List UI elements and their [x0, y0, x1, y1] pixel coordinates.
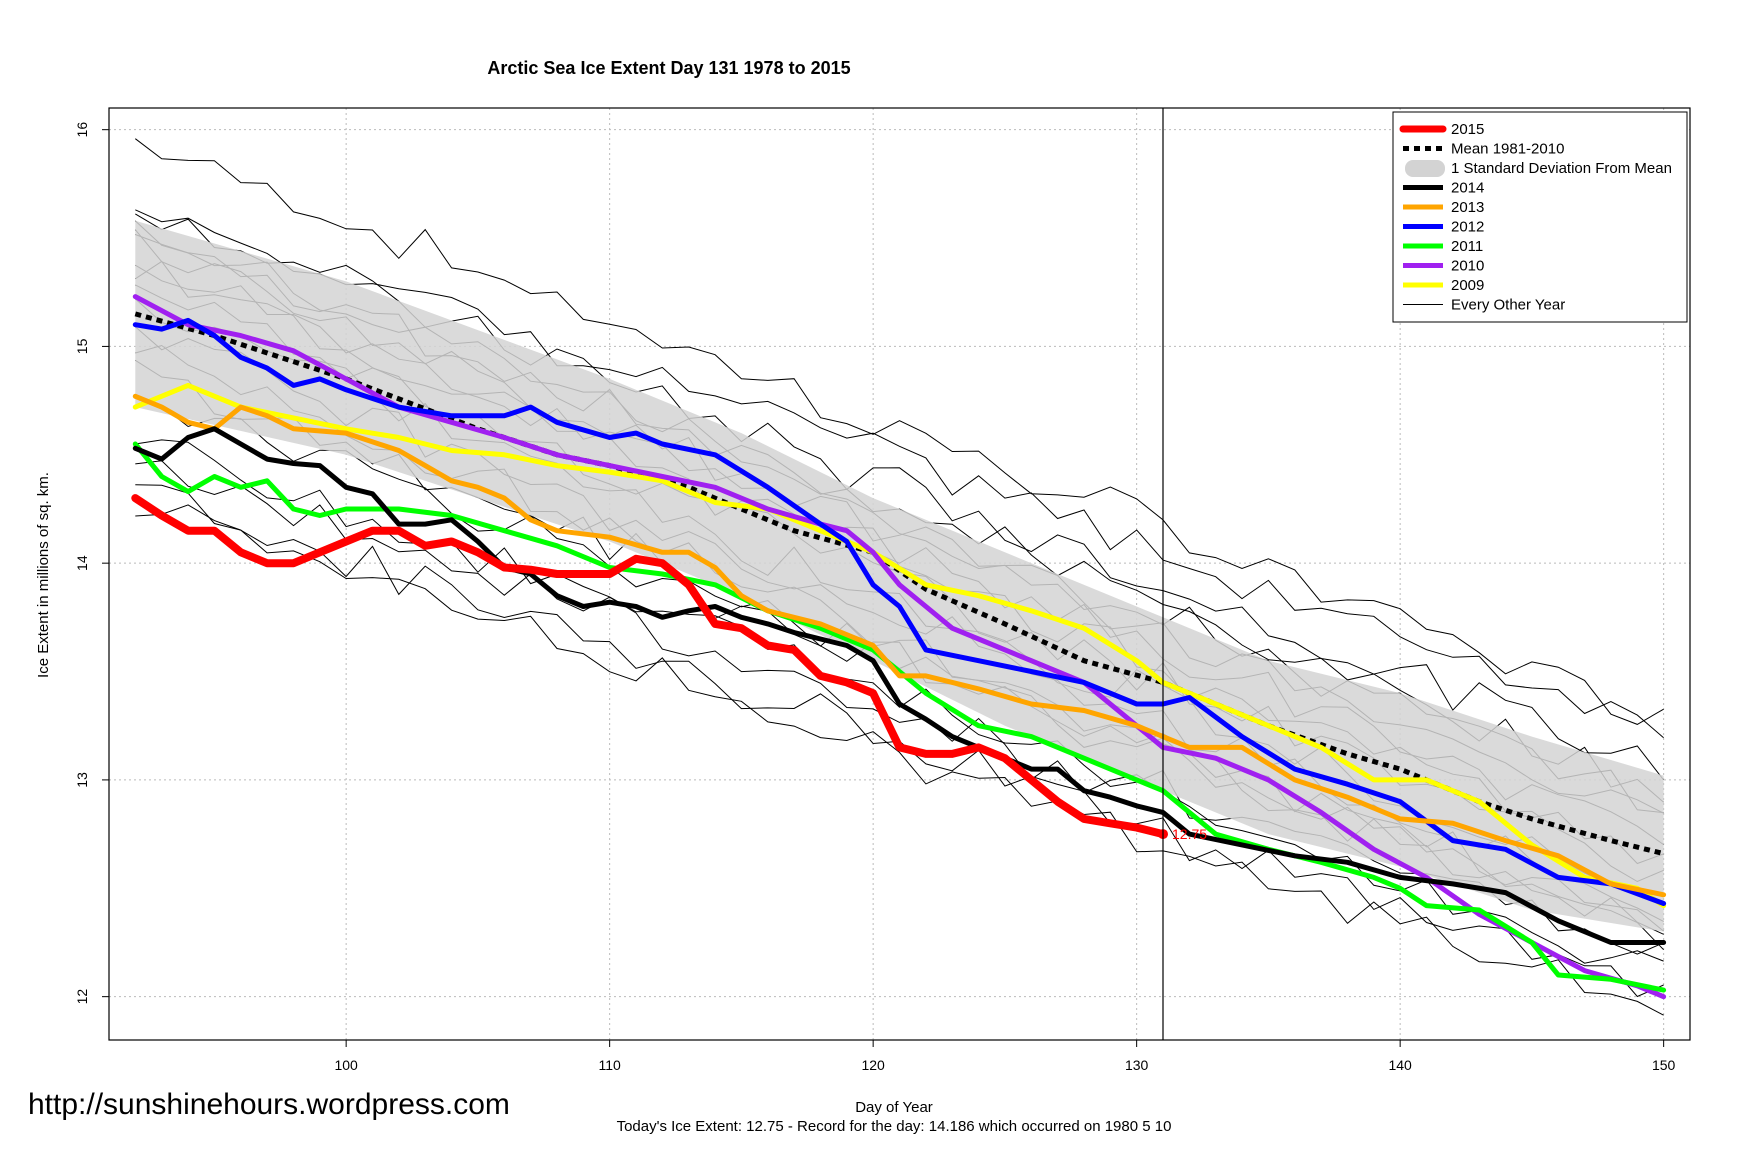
series-lines: 12.75: [131, 294, 1667, 1000]
chart-title: Arctic Sea Ice Extent Day 131 1978 to 20…: [487, 58, 850, 78]
every-other-year-line: [135, 504, 1664, 1016]
series-line-2009: [132, 382, 1667, 909]
y-tick-label: 12: [74, 989, 90, 1005]
legend-label-2013: 2013: [1451, 199, 1484, 216]
legend-label-2014: 2014: [1451, 180, 1484, 197]
every-other-year-line: [135, 209, 1664, 739]
y-tick-label: 13: [74, 772, 90, 788]
y-tick-label: 16: [74, 122, 90, 138]
std-dev-band-area: [135, 220, 1664, 932]
series-line-2013: [132, 393, 1667, 898]
x-tick-label: 110: [598, 1057, 621, 1073]
x-tick-label: 140: [1388, 1057, 1412, 1073]
legend-label-every-other-year: Every Other Year: [1451, 297, 1565, 314]
series-line-2014: [132, 426, 1667, 945]
legend-label-2011: 2011: [1451, 238, 1483, 255]
watermark-url: http://sunshinehours.wordpress.com: [28, 1088, 510, 1121]
legend-label-mean-1981-2010: Mean 1981-2010: [1451, 141, 1564, 158]
legend: 2015 Mean 1981-2010 1 Standard Deviation F…: [1392, 111, 1688, 323]
legend-label-1-standard-deviation-from-mean: 1 Standard Deviation From Mean: [1451, 160, 1672, 177]
every-other-year-line: [135, 460, 1664, 964]
legend-swatch-1-standard-deviation-from-mean: [1405, 160, 1445, 177]
y-axis-label: Ice Extent in millions of sq. km.: [35, 472, 52, 678]
series-line-2010: [132, 294, 1667, 1000]
std-dev-band: [135, 220, 1664, 932]
x-tick-label: 150: [1652, 1057, 1676, 1073]
legend-label-2009: 2009: [1451, 277, 1484, 294]
x-tick-label: 120: [861, 1057, 885, 1073]
y-tick-label: 14: [74, 555, 90, 571]
endpoint-label-2015: 12.75: [1172, 826, 1207, 842]
x-axis-label: Day of Year: [855, 1099, 933, 1116]
every-other-year-line: [134, 138, 1664, 725]
x-tick-label: 130: [1125, 1057, 1149, 1073]
axes: 100 110 120 130 140 150 12 13 14 15 16: [74, 107, 1691, 1073]
footer-text: Today's Ice Extent: 12.75 - Record for t…: [617, 1118, 1172, 1135]
every-other-year-line: [135, 213, 1664, 781]
series-line-2012: [132, 317, 1667, 906]
plot-frame: [108, 107, 1691, 1041]
legend-label-2010: 2010: [1451, 258, 1484, 275]
series-line-2011: [132, 441, 1667, 993]
legend-label-2012: 2012: [1451, 219, 1484, 236]
y-tick-label: 15: [74, 338, 90, 354]
x-tick-label: 100: [334, 1057, 358, 1073]
series-line-2015: [131, 494, 1167, 839]
legend-label-2015: 2015: [1451, 121, 1484, 138]
